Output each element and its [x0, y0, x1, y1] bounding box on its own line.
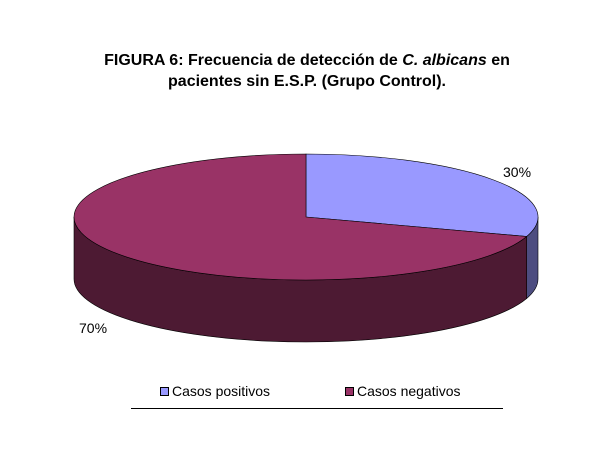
chart-title-line-1: FIGURA 6: Frecuencia de detección de C. …	[0, 50, 614, 71]
legend-swatch-negative	[345, 386, 354, 396]
data-label-positive: 30%	[503, 164, 532, 180]
pie-top-layer	[73, 153, 539, 281]
title-italic: C. albicans	[402, 52, 487, 69]
data-label-negative: 70%	[79, 320, 108, 336]
chart-title: FIGURA 6: Frecuencia de detección de C. …	[0, 50, 614, 92]
legend: Casos positivos Casos negativos	[131, 377, 503, 409]
legend-item-positive: Casos positivos	[160, 383, 270, 399]
legend-label-positive: Casos positivos	[172, 383, 271, 399]
chart-title-line-2: pacientes sin E.S.P. (Grupo Control).	[168, 73, 446, 90]
title-suffix: en	[486, 52, 510, 69]
pie-slice-positive	[305, 153, 539, 237]
legend-swatch-positive	[160, 386, 169, 396]
legend-item-negative: Casos negativos	[345, 383, 461, 399]
pie-slice-negative	[73, 153, 528, 281]
legend-label-negative: Casos negativos	[357, 383, 461, 399]
title-prefix: FIGURA 6: Frecuencia de detección de	[104, 52, 403, 69]
